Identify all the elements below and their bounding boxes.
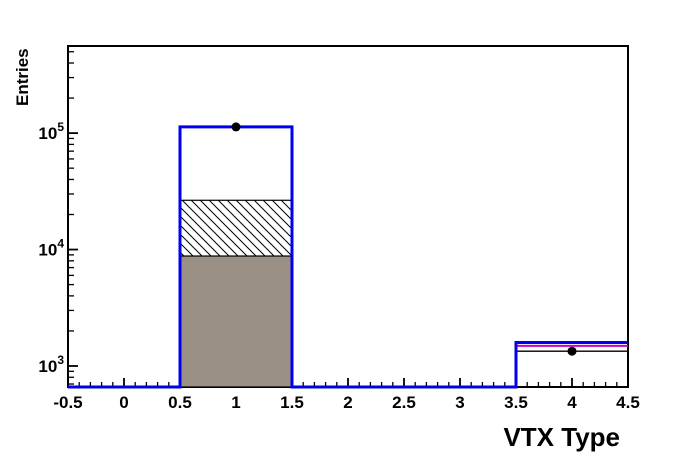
x-tick-label: 3 — [455, 393, 464, 412]
y-axis-tick-labels: 103 104 105 — [38, 120, 64, 376]
x-tick-label: 4 — [567, 393, 577, 412]
x-tick-label: 3.5 — [504, 393, 528, 412]
y-axis-ticks — [69, 51, 78, 385]
y-axis-title: Entries — [13, 48, 32, 106]
x-tick-label: 4.5 — [616, 393, 640, 412]
x-tick-label: -0.5 — [53, 393, 82, 412]
x-tick-label: 0.5 — [168, 393, 192, 412]
x-tick-label: 2 — [343, 393, 352, 412]
x-axis-title: VTX Type — [503, 422, 620, 452]
y-tick-label: 105 — [38, 120, 64, 143]
x-tick-label: 0 — [119, 393, 128, 412]
x-axis-tick-labels: -0.5 0 0.5 1 1.5 2 2.5 3 3.5 4 4.5 — [53, 393, 639, 412]
x-tick-label: 1.5 — [280, 393, 304, 412]
data-point-marker — [567, 346, 577, 356]
data-point-marker — [231, 122, 241, 132]
x-tick-label: 1 — [231, 393, 240, 412]
gray-filled-histogram-bin — [179, 255, 293, 388]
y-tick-label: 103 — [38, 353, 64, 376]
x-tick-label: 2.5 — [392, 393, 416, 412]
y-tick-label: 104 — [38, 237, 64, 260]
histogram-series — [68, 122, 628, 389]
blue-line-histogram — [68, 125, 628, 389]
